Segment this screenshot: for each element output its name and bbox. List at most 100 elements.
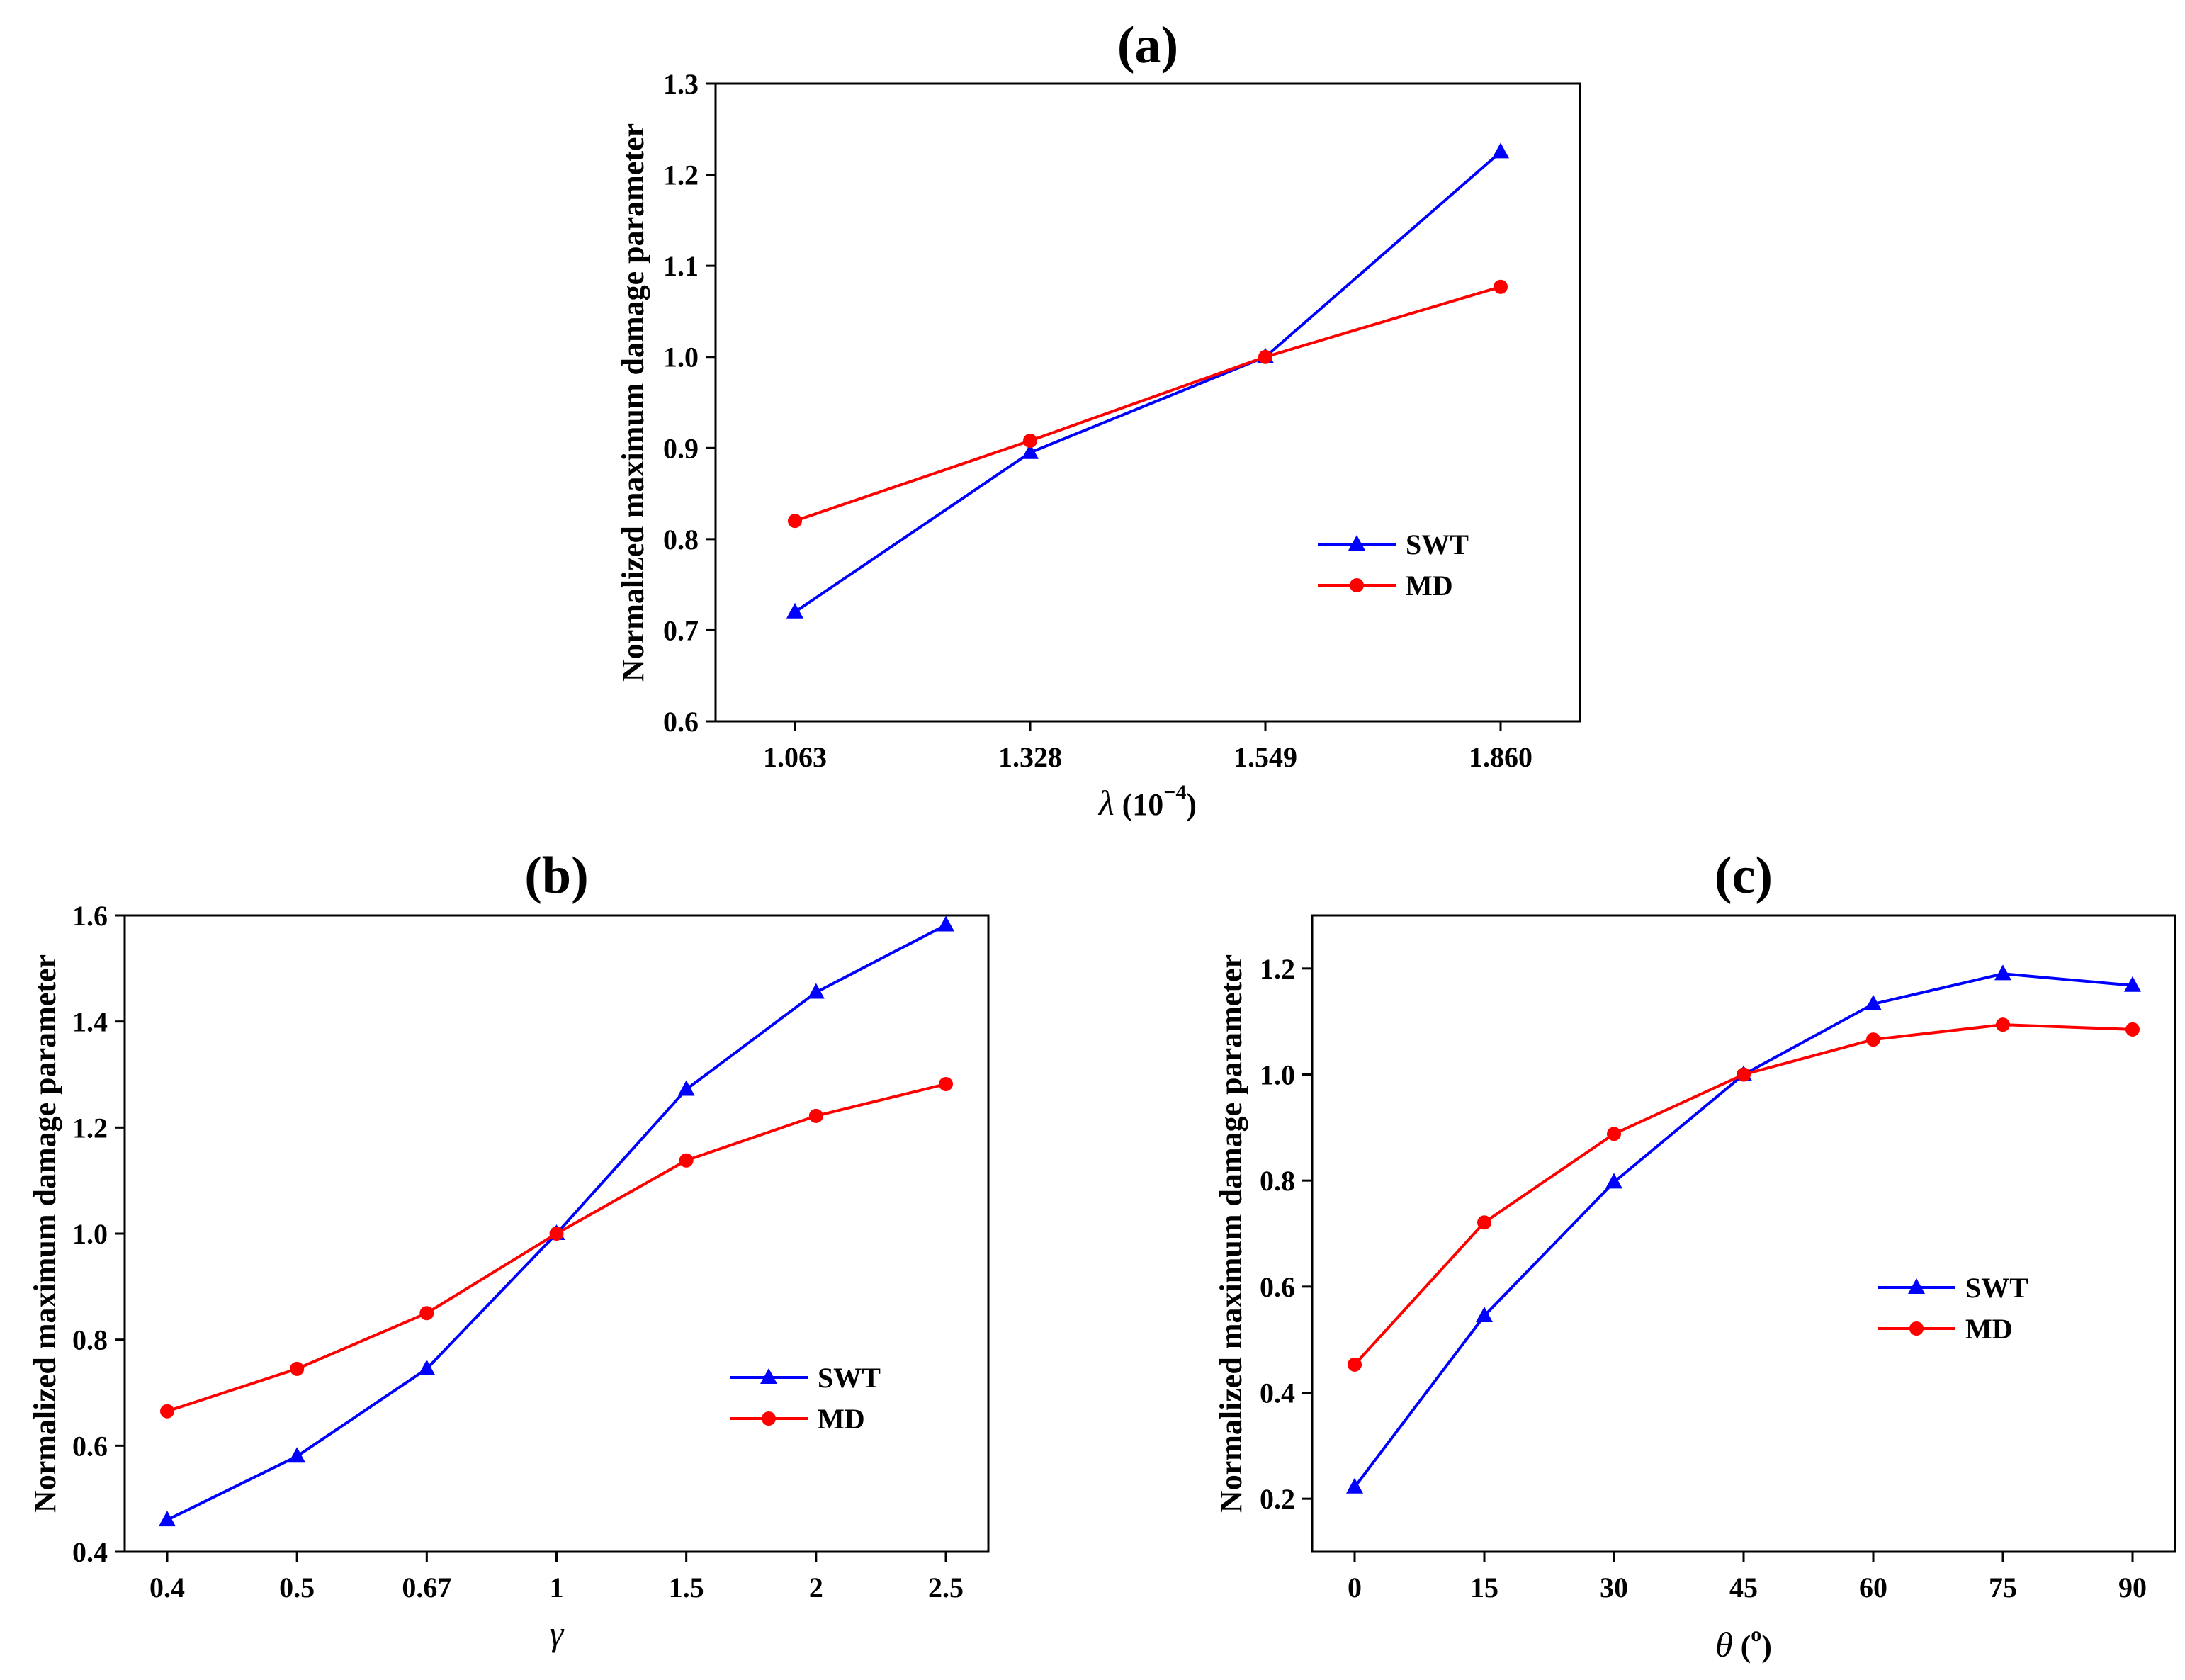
data-point-md (1494, 279, 1508, 294)
x-axis-unit-close: ) (1186, 787, 1197, 822)
data-point-swt (1022, 443, 1039, 459)
data-point-swt (1865, 994, 1882, 1010)
x-tick-label: 0.4 (149, 1572, 185, 1603)
data-point-swt (288, 1447, 306, 1463)
x-axis-exponent: −4 (1163, 781, 1186, 804)
x-axis-variable: θ (1715, 1625, 1733, 1664)
series-line-swt (794, 150, 1502, 614)
panel-title: (b) (524, 847, 588, 905)
data-point-md (2125, 1022, 2140, 1037)
x-tick-label: 30 (1600, 1572, 1628, 1603)
chart-panel-1: (b) 0.4 0.6 0.8 1.0 1.2 1.4 1.6 0.4 0.5 0.67 1 1.5 2 2… (28, 847, 990, 1653)
y-tick-label: 0.8 (1260, 1165, 1295, 1197)
data-point-md (1023, 434, 1037, 448)
x-tick-label: 75 (1989, 1572, 2017, 1603)
data-point-swt (1346, 1477, 1363, 1494)
x-tick-label: 15 (1470, 1572, 1498, 1603)
data-point-swt (937, 915, 954, 932)
data-point-md (1258, 349, 1272, 364)
legend-marker-swt (1348, 535, 1365, 551)
series-line-md (794, 285, 1501, 523)
x-axis-title: θ (o) (1715, 1623, 1772, 1664)
y-tick-label: 0.8 (663, 524, 699, 556)
legend-marker-swt (760, 1368, 777, 1384)
y-tick-label: 1.2 (1260, 953, 1295, 985)
panel-title: (a) (1117, 16, 1178, 74)
x-tick-label: 60 (1859, 1572, 1887, 1603)
y-tick-label: 1.3 (663, 68, 699, 100)
data-point-swt (159, 1511, 176, 1527)
x-tick-label: 1.860 (1469, 741, 1532, 773)
data-point-swt (1476, 1306, 1493, 1322)
y-tick-label: 1.0 (663, 342, 699, 373)
data-point-swt (1605, 1173, 1622, 1189)
x-tick-label: 0.5 (279, 1572, 315, 1603)
y-tick-label: 0.7 (663, 614, 699, 646)
legend-marker-md (762, 1411, 776, 1426)
x-axis-unit: ( (1733, 1629, 1751, 1664)
legend-label-swt: SWT (1965, 1272, 2028, 1304)
x-tick-label: 0.67 (402, 1572, 451, 1603)
data-point-md (679, 1153, 694, 1168)
legend-marker-swt (1908, 1278, 1925, 1294)
y-tick-label: 0.6 (1260, 1271, 1295, 1303)
x-axis-title: λ (10−4) (1097, 781, 1197, 823)
data-point-swt (418, 1359, 436, 1375)
x-tick-label: 1.549 (1233, 741, 1297, 773)
x-axis-unit: (10 (1114, 787, 1164, 822)
y-tick-label: 1.0 (72, 1218, 108, 1250)
data-point-md (419, 1306, 434, 1321)
x-tick-label: 90 (2118, 1572, 2147, 1603)
data-point-md (1866, 1032, 1880, 1047)
y-tick-label: 0.6 (663, 706, 699, 738)
data-point-swt (2124, 976, 2141, 992)
x-tick-label: 0 (1348, 1572, 1362, 1603)
y-tick-label: 1.2 (663, 159, 699, 191)
plot-frame (1311, 914, 2176, 1553)
y-tick-label: 0.2 (1260, 1483, 1295, 1515)
data-point-swt (807, 983, 825, 999)
x-axis-exponent: o (1751, 1623, 1761, 1646)
data-point-md (939, 1076, 953, 1091)
y-tick-label: 0.8 (72, 1324, 108, 1356)
y-tick-label: 0.9 (663, 432, 699, 464)
x-tick-label: 1.5 (669, 1572, 704, 1603)
y-axis-title: Normalized maximum damage parameter (1214, 954, 1248, 1513)
data-point-md (549, 1227, 564, 1241)
data-point-swt (677, 1080, 695, 1096)
data-point-md (1477, 1215, 1491, 1230)
legend-label-md: MD (1965, 1313, 2013, 1345)
series-line-swt (1353, 972, 2133, 1488)
y-tick-label: 0.4 (1260, 1377, 1295, 1409)
data-point-md (160, 1404, 174, 1419)
x-axis-variable: γ (550, 1613, 565, 1653)
legend-label-md: MD (818, 1403, 865, 1435)
y-tick-label: 0.4 (72, 1536, 108, 1568)
x-tick-label: 2 (809, 1572, 823, 1603)
chart-panel-2: (c) 0.2 0.4 0.6 0.8 1.0 1.2 0 15 30 45 60 75 90 Normal… (1214, 847, 2176, 1664)
y-tick-label: 1.6 (72, 900, 108, 932)
x-axis-title: γ (550, 1613, 565, 1653)
y-tick-label: 1.2 (72, 1112, 108, 1144)
data-point-swt (786, 602, 803, 619)
data-point-md (1996, 1017, 2010, 1032)
chart-panel-0: (a) 0.6 0.7 0.8 0.9 1.0 1.1 1.2 1.3 1.063 1.328 1.5… (616, 16, 1581, 823)
data-point-md (808, 1108, 823, 1123)
legend-label-md: MD (1406, 570, 1453, 602)
data-point-md (290, 1361, 305, 1376)
legend-marker-md (1909, 1321, 1924, 1336)
x-tick-label: 1 (550, 1572, 564, 1603)
legend-label-swt: SWT (818, 1362, 881, 1394)
legend-marker-md (1350, 578, 1364, 592)
x-tick-label: 45 (1729, 1572, 1758, 1603)
y-axis-title: Normalized maximum damage parameter (616, 123, 650, 682)
x-tick-label: 1.328 (998, 741, 1062, 773)
panel-title: (c) (1715, 847, 1773, 905)
data-point-md (1607, 1127, 1621, 1141)
data-point-swt (1492, 142, 1509, 159)
y-axis-title: Normalized maximum damage parameter (28, 954, 62, 1513)
data-point-swt (1994, 964, 2011, 981)
data-point-md (788, 514, 802, 529)
y-tick-label: 1.4 (72, 1006, 108, 1038)
